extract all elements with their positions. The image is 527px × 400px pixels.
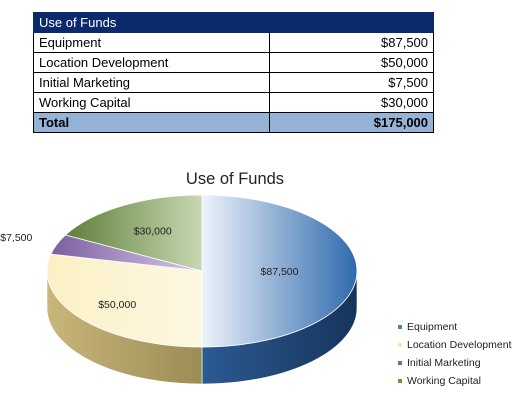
- table-title: Use of Funds: [32, 12, 435, 33]
- table-header-row: Use of Funds: [32, 12, 435, 33]
- legend-swatch: [398, 325, 402, 329]
- row-label: Equipment: [33, 32, 270, 53]
- chart-legend: Equipment Location Development Initial M…: [398, 318, 511, 390]
- pie-data-label: $50,000: [98, 299, 136, 311]
- legend-label: Equipment: [407, 321, 458, 333]
- legend-item: Location Development: [398, 336, 511, 354]
- use-of-funds-table: Use of Funds Equipment $87,500 Location …: [32, 12, 435, 133]
- pie-slice: [64, 194, 203, 272]
- row-amount: $50,000: [268, 52, 435, 73]
- table-row: Initial Marketing $7,500: [33, 72, 435, 93]
- table-row: Equipment $87,500: [33, 32, 435, 53]
- legend-label: Location Development: [407, 339, 512, 351]
- row-amount: $7,500: [268, 72, 435, 93]
- table-total-row: Total $175,000: [33, 112, 435, 133]
- legend-label: Working Capital: [407, 375, 481, 387]
- legend-swatch: [398, 361, 402, 365]
- table-row: Location Development $50,000: [33, 52, 435, 73]
- row-label: Initial Marketing: [33, 72, 270, 93]
- pie-slice: [201, 194, 358, 348]
- legend-swatch: [398, 379, 402, 383]
- pie-data-label: $30,000: [134, 226, 172, 238]
- legend-label: Initial Marketing: [407, 357, 481, 369]
- total-amount: $175,000: [268, 112, 435, 133]
- total-label: Total: [33, 112, 270, 133]
- pie-data-label: $87,500: [261, 266, 299, 278]
- legend-item: Initial Marketing: [398, 354, 511, 372]
- table-row: Working Capital $30,000: [33, 92, 435, 113]
- row-label: Location Development: [33, 52, 270, 73]
- pie-slice: [46, 253, 203, 348]
- pie-data-label: $7,500: [0, 232, 32, 244]
- legend-item: Equipment: [398, 318, 511, 336]
- legend-swatch: [398, 343, 402, 347]
- chart-title: Use of Funds: [186, 170, 284, 188]
- row-amount: $87,500: [268, 32, 435, 53]
- legend-item: Working Capital: [398, 372, 511, 390]
- row-label: Working Capital: [33, 92, 270, 113]
- row-amount: $30,000: [268, 92, 435, 113]
- pie-chart: Use of Funds $87,500 $50,000 $7,500 $30,000: [0, 170, 358, 385]
